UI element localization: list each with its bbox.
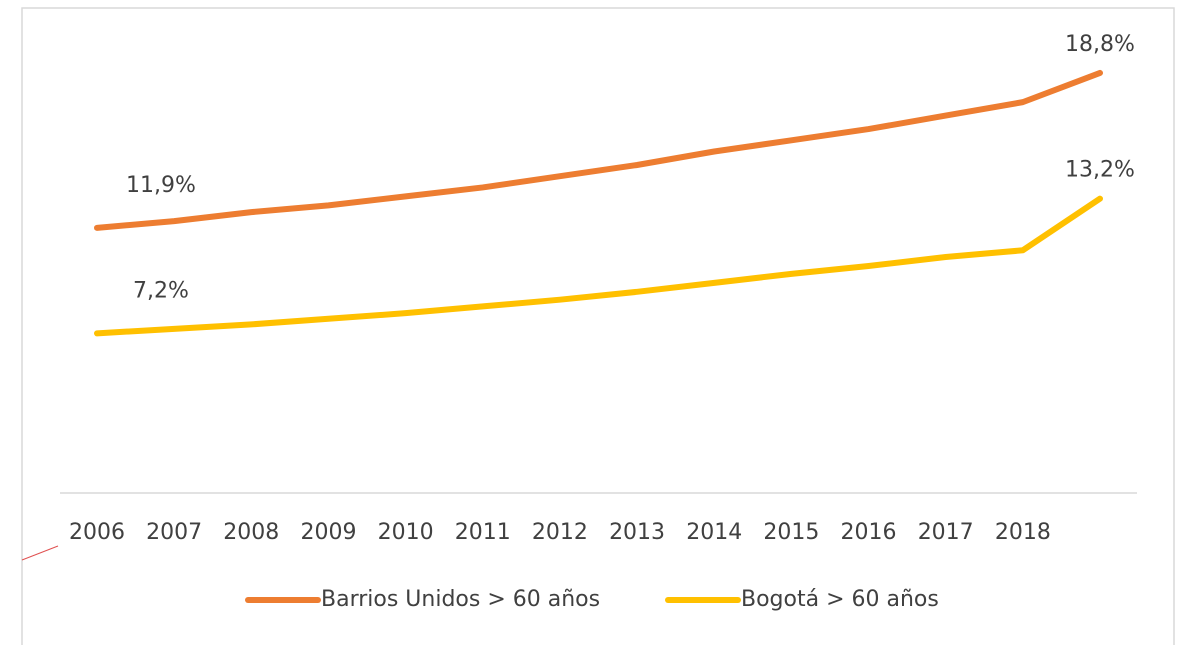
x-tick-label: 2014 <box>686 520 742 545</box>
x-tick-label: 2017 <box>918 520 974 545</box>
x-tick-label: 2011 <box>455 520 511 545</box>
x-tick-label: 2006 <box>69 520 125 545</box>
data-label: 7,2% <box>133 278 189 303</box>
x-tick-label: 2008 <box>223 520 279 545</box>
data-label: 11,9% <box>126 173 196 198</box>
x-tick-label: 2012 <box>532 520 588 545</box>
decoration-line <box>21 545 59 561</box>
series-line <box>94 69 1103 231</box>
x-tick-label: 2016 <box>841 520 897 545</box>
x-tick-label: 2013 <box>609 520 665 545</box>
x-tick-label: 2015 <box>763 520 819 545</box>
legend-label: Bogotá > 60 años <box>741 587 939 612</box>
x-tick-label: 2007 <box>146 520 202 545</box>
x-tick-label: 2018 <box>995 520 1051 545</box>
x-tick-label: 2009 <box>300 520 356 545</box>
legend-label: Barrios Unidos > 60 años <box>321 587 600 612</box>
series-line <box>94 195 1103 337</box>
data-label: 18,8% <box>1065 32 1135 57</box>
x-tick-label: 2010 <box>378 520 434 545</box>
data-label: 13,2% <box>1065 158 1135 183</box>
